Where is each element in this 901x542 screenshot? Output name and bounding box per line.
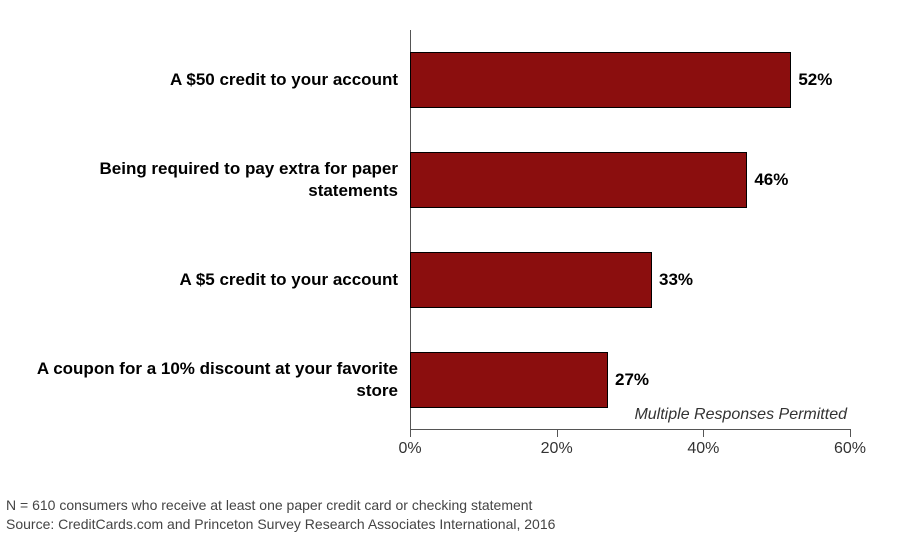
category-label: Being required to pay extra for paper st… [20,158,410,202]
footer-sample: N = 610 consumers who receive at least o… [6,496,555,515]
value-label: 33% [659,270,693,290]
category-label: A $5 credit to your account [20,269,410,291]
chart-row: A coupon for a 10% discount at your favo… [20,330,880,430]
bar: 33% [410,252,652,308]
value-label: 27% [615,370,649,390]
bar-area: 46% [410,130,850,230]
chart-row: A $5 credit to your account33% [20,230,880,330]
x-tick [410,430,411,437]
x-tick-label: 60% [834,440,866,458]
x-tick [850,430,851,437]
x-tick-label: 0% [398,440,421,458]
x-tick-label: 20% [541,440,573,458]
value-label: 46% [754,170,788,190]
bar: 52% [410,52,791,108]
bar-chart: 0%20%40%60% Multiple Responses Permitted… [20,30,880,460]
category-label: A coupon for a 10% discount at your favo… [20,358,410,402]
category-label: A $50 credit to your account [20,69,410,91]
footer-source: Source: CreditCards.com and Princeton Su… [6,515,555,534]
x-tick [557,430,558,437]
bar-area: 52% [410,30,850,130]
bar: 27% [410,352,608,408]
x-tick [703,430,704,437]
bar-area: 27% [410,330,850,430]
x-tick-label: 40% [687,440,719,458]
bar-area: 33% [410,230,850,330]
chart-row: Being required to pay extra for paper st… [20,130,880,230]
value-label: 52% [798,70,832,90]
chart-row: A $50 credit to your account52% [20,30,880,130]
bar: 46% [410,152,747,208]
chart-footer: N = 610 consumers who receive at least o… [6,496,555,534]
